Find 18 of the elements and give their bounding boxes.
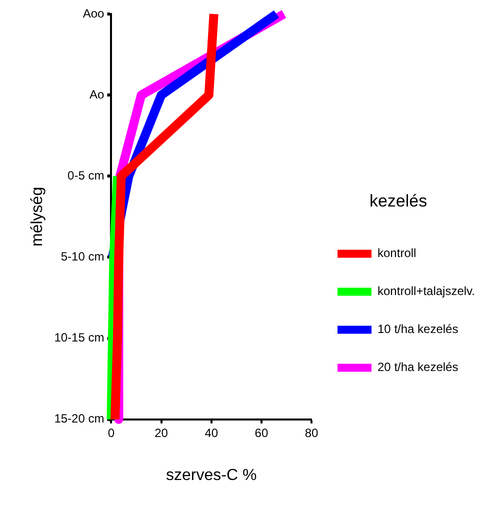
y-tick-label: 0-5 cm	[68, 168, 104, 182]
x-tick-label: 20	[154, 426, 168, 440]
legend-label: kontroll	[378, 246, 416, 260]
x-tick-label: 80	[304, 426, 319, 440]
y-tick-label: Aoo	[82, 6, 105, 20]
y-tick-label: 5-10 cm	[60, 250, 104, 264]
y-tick-label: Ao	[90, 87, 105, 102]
x-axis-title: szerves-C %	[166, 466, 257, 484]
x-tick-label: 40	[204, 426, 218, 440]
x-tick-label: 0	[108, 426, 115, 440]
x-tick-label: 60	[254, 426, 268, 440]
y-tick-label: 10-15 cm	[54, 330, 104, 345]
legend-label: 10 t/ha kezelés	[378, 322, 458, 336]
legend-title: kezelés	[369, 191, 428, 210]
y-axis-title: mélység	[29, 186, 46, 246]
y-tick-label: 15-20 cm	[54, 412, 104, 426]
legend-label: kontroll+talajszelv.	[378, 284, 476, 298]
legend-label: 20 t/ha kezelés	[378, 360, 458, 374]
